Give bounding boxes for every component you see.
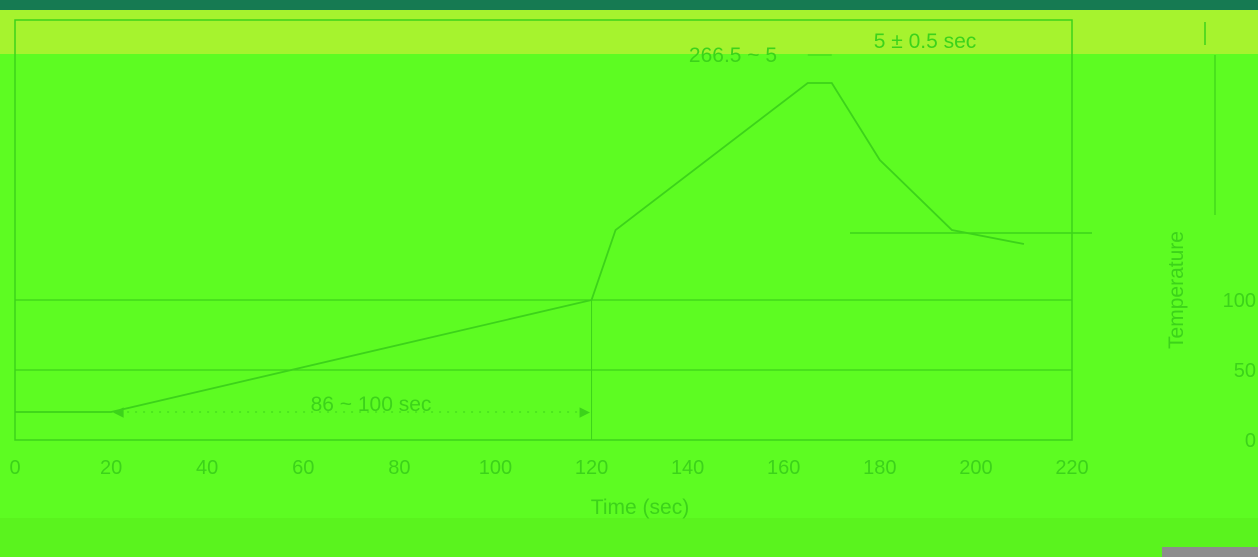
x-tick-label: 0 — [9, 457, 20, 479]
x-tick-label: 200 — [959, 457, 992, 479]
x-tick-label: 140 — [671, 457, 704, 479]
corner-block — [1162, 547, 1258, 557]
top-strip — [0, 0, 1258, 10]
x-tick-label: 220 — [1055, 457, 1088, 479]
footer-band — [0, 518, 1258, 557]
x-axis-label: Time (sec) — [591, 496, 689, 519]
preheat-annotation: 86 ~ 100 sec — [311, 393, 432, 416]
x-tick-label: 60 — [292, 457, 314, 479]
profile-line — [15, 82, 1025, 413]
peak-time-annotation: 5 ± 0.5 sec — [874, 30, 977, 53]
header-band — [0, 10, 1258, 54]
y-axis-label: Temperature — [1165, 231, 1188, 349]
preheat-left-arrow: ◂ — [113, 400, 124, 423]
x-tick-label: 160 — [767, 457, 800, 479]
peak-temp-annotation: 266.5 ~ 5 — [689, 44, 777, 67]
x-tick-label: 80 — [388, 457, 410, 479]
y-tick-label: 50 — [1234, 360, 1256, 382]
plot-frame — [14, 19, 1073, 441]
x-tick-label: 40 — [196, 457, 218, 479]
y-tick-label: 100 — [1223, 290, 1256, 312]
preheat-right-arrow: ▸ — [580, 400, 591, 423]
x-tick-label: 20 — [100, 457, 122, 479]
y-tick-label: 0 — [1245, 430, 1256, 452]
x-tick-label: 180 — [863, 457, 896, 479]
x-tick-label: 100 — [479, 457, 512, 479]
x-tick-label: 120 — [575, 457, 608, 479]
